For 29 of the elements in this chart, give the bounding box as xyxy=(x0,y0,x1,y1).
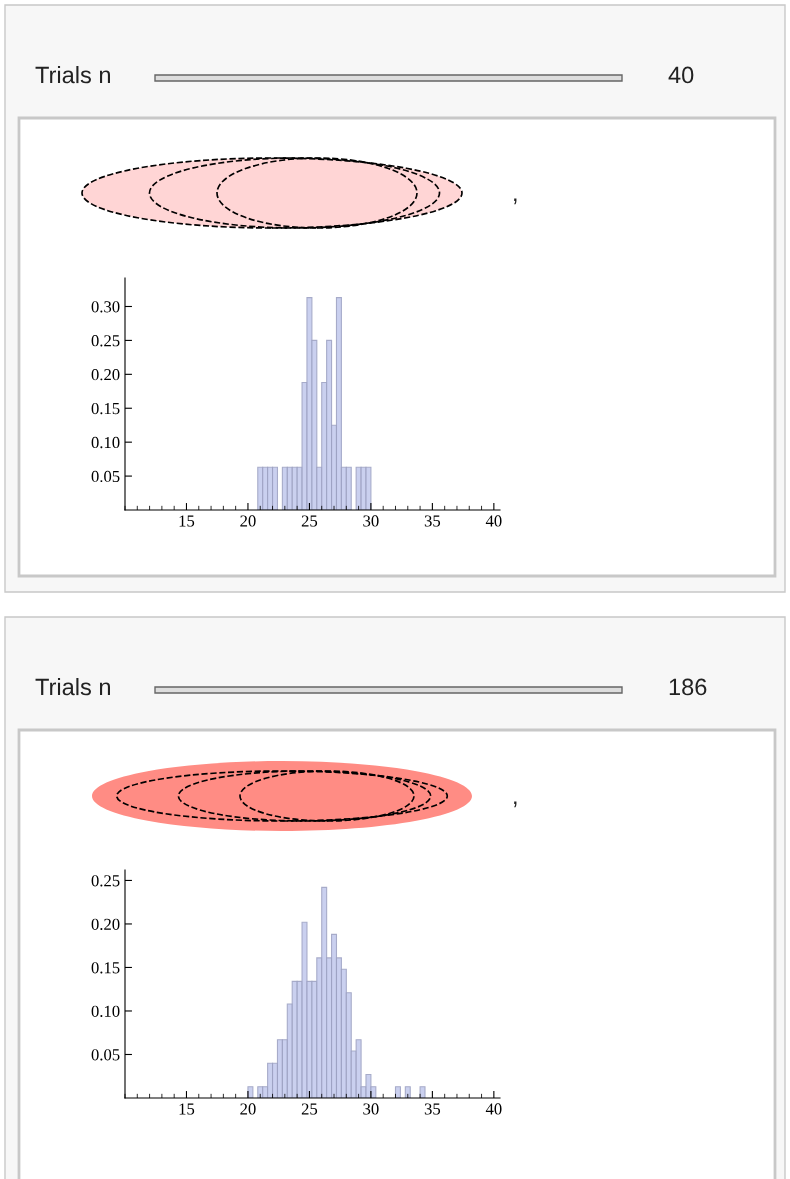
x-tick-label: 25 xyxy=(301,1103,318,1115)
y-tick-label: 0.10 xyxy=(91,1005,120,1017)
x-tick-label: 30 xyxy=(363,1103,379,1115)
y-tick-label: 0.25 xyxy=(91,875,120,887)
x-tick-label: 25 xyxy=(301,515,318,527)
x-tick-label: 15 xyxy=(179,1103,195,1115)
y-tick-label: 0.20 xyxy=(91,918,120,930)
y-tick-label: 0.15 xyxy=(91,402,120,415)
text: , xyxy=(514,198,517,205)
y-tick-label: 0.05 xyxy=(91,470,120,483)
text: Trials n xyxy=(35,66,110,84)
x-tick-label: 20 xyxy=(240,515,256,527)
text: , xyxy=(514,801,517,808)
text: 186 xyxy=(669,678,707,696)
x-tick-label: 15 xyxy=(179,515,195,527)
y-tick-label: 0.25 xyxy=(91,335,120,347)
x-tick-label: 20 xyxy=(240,1103,256,1115)
y-tick-label: 0.10 xyxy=(91,436,120,449)
x-tick-label: 30 xyxy=(363,515,379,527)
x-tick-label: 40 xyxy=(485,515,502,527)
y-tick-label: 0.05 xyxy=(91,1049,120,1061)
y-tick-label: 0.15 xyxy=(91,962,120,974)
y-tick-label: 0.30 xyxy=(91,301,120,313)
y-tick-label: 0.20 xyxy=(91,369,120,381)
x-tick-label: 40 xyxy=(485,1103,502,1115)
text: Trials n xyxy=(35,677,110,696)
x-tick-label: 35 xyxy=(424,515,441,527)
text: 40 xyxy=(668,66,694,84)
x-tick-label: 35 xyxy=(424,1103,441,1115)
